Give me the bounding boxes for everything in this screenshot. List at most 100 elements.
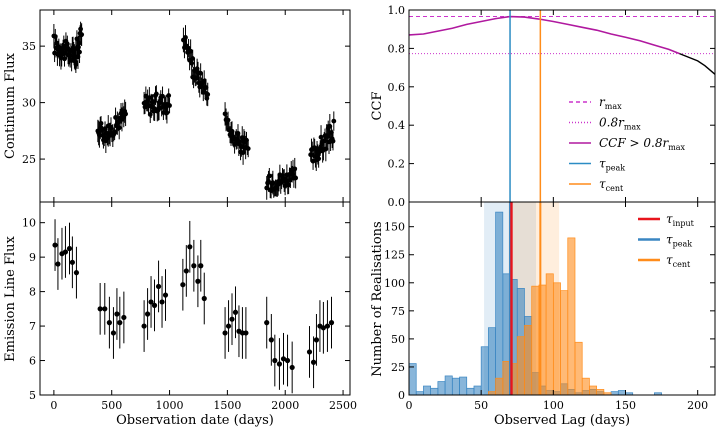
emission-point [225, 323, 232, 329]
y-tick-label: 150 [384, 221, 405, 234]
emission-point [141, 323, 147, 329]
lag-histogram-ylabel: Number of Realisations [370, 221, 385, 376]
ccf-lines [408, 10, 716, 202]
y-tick-label: 10 [22, 217, 36, 230]
continuum-point [79, 32, 85, 38]
continuum-point [330, 138, 336, 144]
hist-legend-main: τ [666, 212, 673, 226]
ccf-legend-label: τcent [599, 177, 624, 193]
emission-frame [39, 201, 351, 396]
emission-axes: 0 500 1000 1500 2000 2500 5 6 7 8 9 10 [22, 202, 357, 412]
continuum-point [331, 118, 337, 124]
continuum-point [316, 156, 322, 162]
x-tick-label: 2500 [329, 399, 357, 412]
emission-point [201, 295, 207, 302]
continuum-ylabel: Continuum Flux [3, 52, 18, 159]
lag-histogram-xlabel: Observed Lag (days) [494, 413, 630, 428]
y-tick-label: 35 [22, 40, 36, 53]
x-tick-label: 2000 [271, 399, 299, 412]
peak-histogram-bar [423, 385, 432, 396]
ccf-legend-label: CCF > 0.8rmax [599, 136, 686, 152]
peak-histogram-bar [617, 390, 626, 396]
ccf-legend-main: CCF > 0.8r [599, 136, 669, 150]
emission-point [69, 259, 75, 265]
emission-point [272, 357, 278, 364]
ccf-legend-sub: max [668, 143, 685, 152]
peak-histogram-bar [459, 376, 468, 396]
peak-histogram-bar [488, 327, 496, 396]
emission-point [159, 299, 165, 305]
peak-histogram-bar [480, 346, 489, 396]
y-tick-label: 25 [22, 153, 36, 166]
emission-point [151, 302, 158, 308]
peak-histogram-bar [473, 385, 482, 396]
emission-point [310, 359, 317, 365]
cent-histogram-bar [574, 341, 583, 396]
emission-point [121, 314, 127, 321]
emission-point [324, 323, 331, 329]
continuum-point [292, 166, 298, 172]
y-tick-label: 0.2 [388, 158, 406, 171]
continuum-point [205, 92, 211, 97]
continuum-point [166, 93, 172, 98]
continuum-panel: 25 30 35 Continuum Flux [3, 9, 351, 203]
continuum-point [183, 35, 188, 40]
peak-histogram-bar [451, 377, 460, 396]
continuum-point [189, 60, 195, 66]
x-tick-label: 150 [615, 399, 636, 412]
hist-legend-label: τcent [666, 253, 691, 269]
emission-point [162, 292, 169, 298]
lag-histogram-bars [408, 202, 662, 396]
cent-histogram-bar [560, 290, 569, 396]
emission-point [232, 309, 239, 315]
x-tick-label: 1000 [156, 399, 184, 412]
x-tick-label: 200 [687, 399, 708, 412]
continuum-point [245, 146, 251, 151]
emission-panel: 0 500 1000 1500 2000 2500 5 6 7 8 9 10 Emission Lin… [3, 201, 357, 428]
emission-point [52, 242, 58, 248]
continuum-point [286, 182, 292, 188]
peak-histogram-bar [466, 387, 475, 396]
hist-legend-main: τ [666, 233, 673, 247]
emission-point [110, 330, 117, 336]
ccf-legend-main: 0.8r [599, 116, 625, 130]
peak-histogram-bar [610, 391, 619, 396]
y-tick-label: 0.8 [388, 42, 406, 55]
x-tick-label: 500 [101, 399, 122, 412]
hist-legend-sub: cent [673, 260, 691, 269]
cent-histogram-bar [502, 360, 511, 396]
continuum-point [153, 91, 159, 97]
continuum-point [190, 56, 196, 61]
ccf-legend-label: rmax [599, 95, 622, 111]
y-tick-label: 100 [384, 277, 405, 290]
emission-point [320, 325, 326, 331]
emission-point [55, 261, 61, 267]
continuum-point [167, 103, 172, 108]
emission-point [155, 283, 162, 290]
emission-point [289, 364, 295, 371]
emission-point [243, 330, 249, 336]
continuum-axes: 25 30 35 [22, 10, 350, 202]
ccf-legend-label: τpeak [599, 157, 625, 173]
peak-histogram-bar [444, 375, 453, 396]
cent-histogram-bar [531, 285, 540, 396]
lag-histogram-axes: 0 50 100 150 200 0 25 50 75 100 125 150 [384, 202, 715, 412]
emission-point [102, 306, 108, 312]
continuum-point [239, 135, 245, 141]
hist-legend-sub: input [673, 219, 695, 228]
y-tick-label: 75 [391, 305, 405, 318]
x-tick-label: 1500 [213, 399, 241, 412]
continuum-point [293, 175, 299, 181]
ccf-legend-main: τ [599, 157, 606, 171]
emission-point [264, 320, 270, 326]
emission-point [328, 320, 335, 326]
y-tick-label: 1.0 [388, 4, 406, 17]
peak-histogram-bar [495, 211, 504, 396]
emission-point [187, 244, 193, 250]
ccf-legend-main: r [599, 95, 606, 109]
cent-histogram-bar [552, 282, 561, 396]
emission-ylabel: Emission Line Flux [3, 235, 18, 361]
